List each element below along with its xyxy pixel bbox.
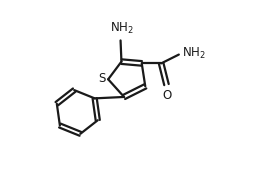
Text: NH$_2$: NH$_2$ — [109, 21, 133, 36]
Text: O: O — [163, 89, 172, 102]
Text: S: S — [98, 72, 105, 85]
Text: NH$_2$: NH$_2$ — [182, 46, 206, 61]
